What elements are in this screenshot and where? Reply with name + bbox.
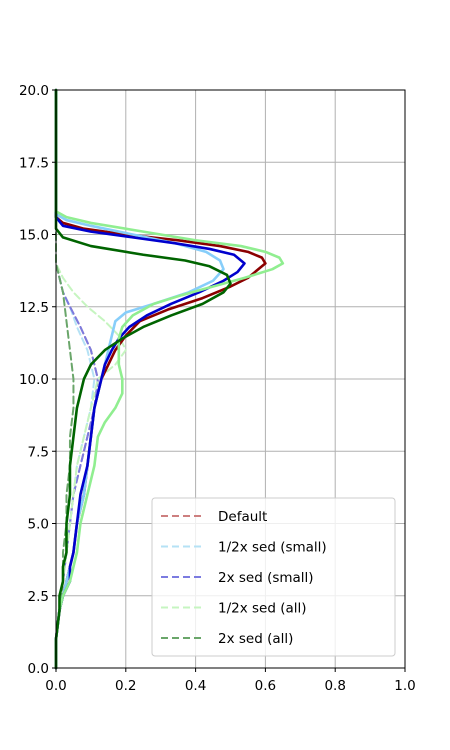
series-line-8 bbox=[54, 88, 285, 670]
legend-label: 1/2x sed (small) bbox=[218, 540, 327, 556]
y-tick-label: 10.0 bbox=[19, 372, 49, 388]
legend-label: 2x sed (all) bbox=[218, 631, 293, 647]
legend: Default 1/2x sed (small) 2x sed (small) 1/2… bbox=[151, 497, 396, 657]
y-tick-label: 15.0 bbox=[19, 228, 49, 244]
x-tick-label: 0.6 bbox=[255, 678, 276, 694]
legend-entry: 1/2x sed (small) bbox=[161, 540, 327, 556]
legend-box bbox=[151, 497, 396, 657]
x-tick-label: 1.0 bbox=[394, 678, 415, 694]
y-tick-label: 7.5 bbox=[28, 444, 49, 460]
legend-entry: 1/2x sed (all) bbox=[161, 601, 307, 617]
legend-label: 1/2x sed (all) bbox=[218, 601, 307, 617]
y-tick-label: 20.0 bbox=[19, 83, 49, 99]
y-tick-label: 12.5 bbox=[19, 300, 49, 316]
legend-entries: Default 1/2x sed (small) 2x sed (small) 1/2… bbox=[161, 509, 327, 647]
x-tick-label: 0.2 bbox=[115, 678, 136, 694]
x-tick-label: 0.8 bbox=[324, 678, 345, 694]
x-tick-label: 0.4 bbox=[185, 678, 206, 694]
legend-entry: 2x sed (all) bbox=[161, 631, 293, 647]
x-axis-ticks: 0.0 0.2 0.4 0.6 0.8 1.0 bbox=[45, 668, 416, 694]
y-tick-label: 2.5 bbox=[28, 589, 49, 605]
legend-label: 2x sed (small) bbox=[218, 570, 314, 586]
y-tick-label: 5.0 bbox=[28, 517, 49, 533]
x-tick-label: 0.0 bbox=[45, 678, 66, 694]
legend-entry: 2x sed (small) bbox=[161, 570, 314, 586]
y-tick-label: 0.0 bbox=[28, 661, 49, 677]
y-tick-label: 17.5 bbox=[19, 155, 49, 171]
legend-label: Default bbox=[218, 509, 267, 525]
y-axis-ticks: 0.0 2.5 5.0 7.5 10.0 12.5 15.0 17.5 20.0 bbox=[19, 83, 56, 677]
legend-entry: Default bbox=[161, 509, 267, 525]
series-line-4 bbox=[55, 89, 75, 669]
series-line-9 bbox=[54, 88, 232, 670]
series-lines bbox=[54, 88, 285, 670]
